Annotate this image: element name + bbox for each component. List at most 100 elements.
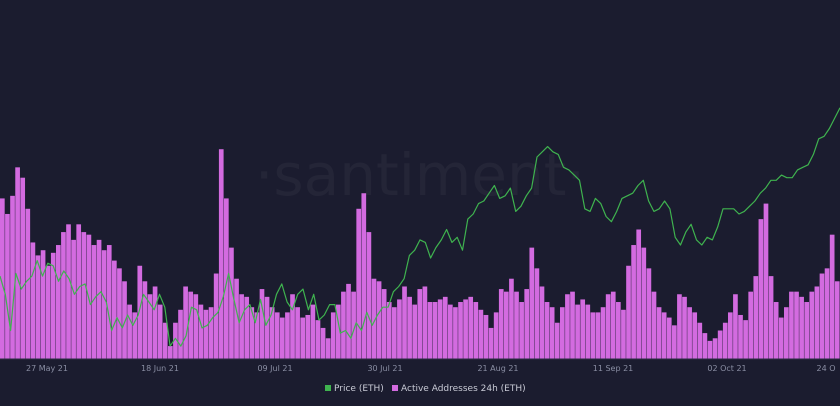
x-tick-label: 02 Oct 21 <box>707 364 746 373</box>
active-addresses-bar <box>621 309 626 359</box>
active-addresses-bar <box>320 327 326 359</box>
active-addresses-bar <box>687 307 692 359</box>
active-addresses-bar <box>61 232 66 359</box>
active-addresses-bar <box>442 296 448 359</box>
active-addresses-bar <box>249 307 255 359</box>
active-addresses-bar <box>208 307 214 359</box>
active-addresses-bar <box>610 291 616 359</box>
x-tick-label: 27 May 21 <box>26 364 68 373</box>
active-addresses-bar <box>254 312 260 359</box>
active-addresses-bar <box>483 314 489 359</box>
active-addresses-bar <box>799 296 804 359</box>
active-addresses-bar <box>239 294 244 359</box>
active-addresses-bar <box>794 291 799 359</box>
active-addresses-bar <box>829 234 835 359</box>
active-addresses-bar <box>590 312 596 359</box>
active-addresses-bar <box>259 289 265 359</box>
active-addresses-bar <box>341 291 346 359</box>
active-addresses-bar <box>101 250 107 359</box>
active-addresses-bar <box>519 302 524 359</box>
active-addresses-bar <box>274 312 280 359</box>
active-addresses-bar <box>0 198 5 359</box>
active-addresses-bar <box>478 309 484 359</box>
active-addresses-bar <box>112 260 117 359</box>
active-addresses-bar <box>305 314 311 359</box>
legend-label: Active Addresses 24h (ETH) <box>401 384 526 394</box>
active-addresses-bar <box>351 291 356 359</box>
active-addresses-bar <box>280 317 285 359</box>
active-addresses-bar <box>56 245 61 359</box>
active-addresses-bar <box>285 312 290 359</box>
legend-label: Price (ETH) <box>334 384 384 394</box>
active-addresses-bar <box>218 149 224 359</box>
active-addresses-bar <box>712 338 718 359</box>
active-addresses-bar <box>183 286 188 359</box>
active-addresses-bar <box>784 307 789 359</box>
active-addresses-bar <box>412 304 418 359</box>
active-addresses-bar <box>509 278 514 359</box>
active-addresses-bar <box>565 294 570 359</box>
active-addresses-bar <box>458 302 463 359</box>
active-addresses-bar <box>407 296 412 359</box>
active-addresses-bar <box>178 309 183 359</box>
active-addresses-bar <box>106 245 112 359</box>
active-addresses-bar <box>570 291 575 359</box>
active-addresses-bar <box>122 281 127 359</box>
active-addresses-bar <box>722 322 728 359</box>
active-addresses-bar <box>40 250 46 359</box>
legend-swatch <box>392 385 398 391</box>
active-addresses-bar <box>213 273 219 359</box>
active-addresses-bar <box>137 265 143 359</box>
active-addresses-bar <box>417 289 423 359</box>
x-tick-label: 30 Jul 21 <box>367 364 402 373</box>
active-addresses-bar <box>809 291 815 359</box>
active-addresses-bar <box>397 299 402 359</box>
active-addresses-bar <box>595 312 601 359</box>
x-tick-label: 21 Aug 21 <box>477 364 518 373</box>
active-addresses-bar <box>549 307 555 359</box>
active-addresses-bar <box>763 203 769 359</box>
active-addresses-bar <box>666 317 672 359</box>
active-addresses-bar <box>325 338 331 359</box>
active-addresses-bar <box>682 296 687 359</box>
active-addresses-bar <box>198 304 204 359</box>
active-addresses-bar <box>514 291 519 359</box>
active-addresses-bar <box>758 219 764 359</box>
active-addresses-bar <box>437 299 443 359</box>
active-addresses-bar <box>157 304 163 359</box>
active-addresses-bar <box>554 322 560 359</box>
legend-swatch <box>325 385 331 391</box>
active-addresses-bar <box>748 291 754 359</box>
active-addresses-bars <box>0 149 840 359</box>
active-addresses-bar <box>468 296 474 359</box>
active-addresses-bar <box>616 302 621 359</box>
active-addresses-bar <box>20 177 26 359</box>
active-addresses-bar <box>453 307 458 359</box>
active-addresses-bar <box>330 312 336 359</box>
active-addresses-bar <box>356 208 362 359</box>
active-addresses-bar <box>25 208 31 359</box>
active-addresses-bar <box>707 340 713 359</box>
active-addresses-bar <box>560 307 565 359</box>
active-addresses-bar <box>269 307 275 359</box>
active-addresses-bar <box>677 294 682 359</box>
active-addresses-bar <box>544 302 550 359</box>
active-addresses-bar <box>300 317 306 359</box>
active-addresses-bar <box>641 247 647 359</box>
active-addresses-bar <box>5 213 10 359</box>
active-addresses-bar <box>371 278 377 359</box>
active-addresses-bar <box>66 224 71 359</box>
active-addresses-bar <box>504 291 509 359</box>
active-addresses-bar <box>188 291 194 359</box>
active-addresses-bar <box>152 286 158 359</box>
active-addresses-bar <box>71 239 76 359</box>
x-tick-label: 11 Sep 21 <box>593 364 634 373</box>
active-addresses-bar <box>361 193 367 359</box>
price-line <box>0 107 840 347</box>
x-axis-ticks: 27 May 21 18 Jun 21 09 Jul 21 30 Jul 21 21 A… <box>26 364 836 373</box>
active-addresses-bar <box>702 333 708 359</box>
active-addresses-bar <box>336 304 341 359</box>
active-addresses-bar <box>50 252 56 359</box>
active-addresses-bar <box>76 224 82 359</box>
santiment-watermark: ·santiment· <box>255 141 585 209</box>
